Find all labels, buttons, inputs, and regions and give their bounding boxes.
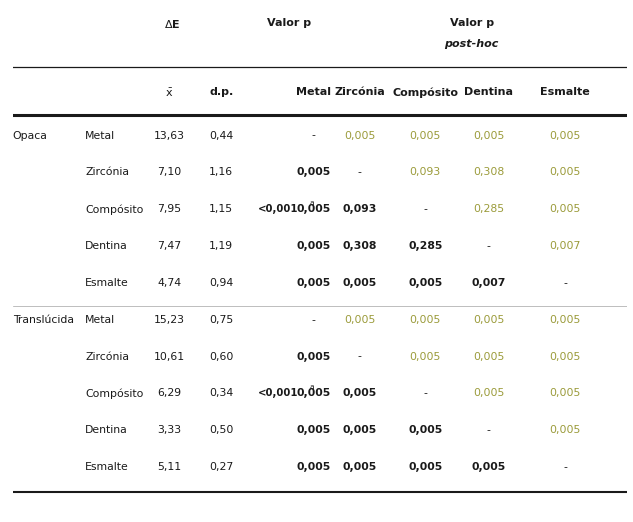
Text: 0,005: 0,005: [549, 388, 581, 398]
Text: Dentina: Dentina: [85, 425, 128, 435]
Text: $\bar{\mathrm{x}}$: $\bar{\mathrm{x}}$: [165, 87, 173, 99]
Text: 0,005: 0,005: [296, 204, 330, 214]
Text: 6,29: 6,29: [157, 388, 181, 398]
Text: Zircónia: Zircónia: [85, 351, 129, 362]
Text: 0,007: 0,007: [472, 278, 506, 288]
Text: 0,093: 0,093: [410, 168, 441, 177]
Text: 0,005: 0,005: [296, 278, 330, 288]
Text: 0,005: 0,005: [296, 462, 330, 472]
Text: 0,005: 0,005: [549, 315, 581, 325]
Text: Esmalte: Esmalte: [541, 87, 590, 97]
Text: 0,005: 0,005: [549, 130, 581, 140]
Text: post-hoc: post-hoc: [444, 40, 499, 50]
Text: 0,005: 0,005: [408, 425, 442, 435]
Text: Metal: Metal: [85, 130, 115, 140]
Text: Metal: Metal: [85, 315, 115, 325]
Text: -: -: [487, 425, 491, 435]
Text: -: -: [487, 241, 491, 251]
Text: -: -: [358, 168, 361, 177]
Text: 0,005: 0,005: [296, 168, 330, 177]
Text: a: a: [310, 384, 314, 390]
Text: Compósito: Compósito: [392, 87, 458, 98]
Text: 0,75: 0,75: [209, 315, 234, 325]
Text: 4,74: 4,74: [157, 278, 181, 288]
Text: Dentina: Dentina: [85, 241, 128, 251]
Text: 0,005: 0,005: [408, 278, 442, 288]
Text: 0,005: 0,005: [472, 462, 506, 472]
Text: 0,005: 0,005: [549, 425, 581, 435]
Text: 0,005: 0,005: [410, 315, 441, 325]
Text: Compósito: Compósito: [85, 204, 144, 215]
Text: 3,33: 3,33: [157, 425, 181, 435]
Text: 0,005: 0,005: [344, 130, 375, 140]
Text: Zircónia: Zircónia: [85, 168, 129, 177]
Text: 1,15: 1,15: [209, 204, 234, 214]
Text: 0,308: 0,308: [342, 241, 377, 251]
Text: Compósito: Compósito: [85, 388, 144, 399]
Text: 0,005: 0,005: [473, 351, 505, 362]
Text: 0,285: 0,285: [473, 204, 504, 214]
Text: 1,19: 1,19: [209, 241, 234, 251]
Text: Valor p: Valor p: [449, 18, 494, 28]
Text: 0,005: 0,005: [549, 351, 581, 362]
Text: 0,005: 0,005: [296, 351, 330, 362]
Text: Dentina: Dentina: [464, 87, 513, 97]
Text: 0,005: 0,005: [296, 388, 330, 398]
Text: <0,001: <0,001: [258, 388, 299, 398]
Text: 0,60: 0,60: [209, 351, 234, 362]
Text: 0,005: 0,005: [342, 388, 377, 398]
Text: -: -: [311, 315, 315, 325]
Text: 0,27: 0,27: [209, 462, 234, 472]
Text: 0,44: 0,44: [209, 130, 234, 140]
Text: 0,94: 0,94: [209, 278, 234, 288]
Text: -: -: [311, 130, 315, 140]
Text: 0,005: 0,005: [473, 130, 505, 140]
Text: 0,005: 0,005: [408, 462, 442, 472]
Text: 0,005: 0,005: [342, 462, 377, 472]
Text: 13,63: 13,63: [154, 130, 185, 140]
Text: 0,005: 0,005: [410, 130, 441, 140]
Text: 0,005: 0,005: [473, 388, 505, 398]
Text: 0,005: 0,005: [410, 351, 441, 362]
Text: 0,005: 0,005: [549, 204, 581, 214]
Text: 0,005: 0,005: [296, 425, 330, 435]
Text: 7,47: 7,47: [157, 241, 181, 251]
Text: Opaca: Opaca: [13, 130, 47, 140]
Text: -: -: [563, 278, 567, 288]
Text: Translúcida: Translúcida: [13, 315, 73, 325]
Text: 0,50: 0,50: [209, 425, 234, 435]
Text: 0,005: 0,005: [342, 425, 377, 435]
Text: -: -: [563, 462, 567, 472]
Text: -: -: [423, 388, 427, 398]
Text: $\Delta$E: $\Delta$E: [164, 18, 180, 30]
Text: 0,093: 0,093: [342, 204, 377, 214]
Text: 1,16: 1,16: [209, 168, 234, 177]
Text: 0,005: 0,005: [473, 315, 505, 325]
Text: Esmalte: Esmalte: [85, 462, 129, 472]
Text: 5,11: 5,11: [157, 462, 181, 472]
Text: -: -: [358, 351, 361, 362]
Text: Metal: Metal: [296, 87, 331, 97]
Text: 0,005: 0,005: [296, 241, 330, 251]
Text: 10,61: 10,61: [154, 351, 185, 362]
Text: 0,34: 0,34: [209, 388, 234, 398]
Text: 15,23: 15,23: [154, 315, 185, 325]
Text: 7,10: 7,10: [157, 168, 182, 177]
Text: 7,95: 7,95: [157, 204, 181, 214]
Text: 0,285: 0,285: [408, 241, 442, 251]
Text: Valor p: Valor p: [267, 18, 311, 28]
Text: Esmalte: Esmalte: [85, 278, 129, 288]
Text: 0,007: 0,007: [549, 241, 581, 251]
Text: -: -: [423, 204, 427, 214]
Text: 0,005: 0,005: [342, 278, 377, 288]
Text: 0,308: 0,308: [473, 168, 504, 177]
Text: Zircónia: Zircónia: [334, 87, 385, 97]
Text: 0,005: 0,005: [549, 168, 581, 177]
Text: <0,001: <0,001: [258, 204, 299, 214]
Text: a: a: [310, 200, 314, 206]
Text: 0,005: 0,005: [344, 315, 375, 325]
Text: d.p.: d.p.: [209, 87, 234, 97]
